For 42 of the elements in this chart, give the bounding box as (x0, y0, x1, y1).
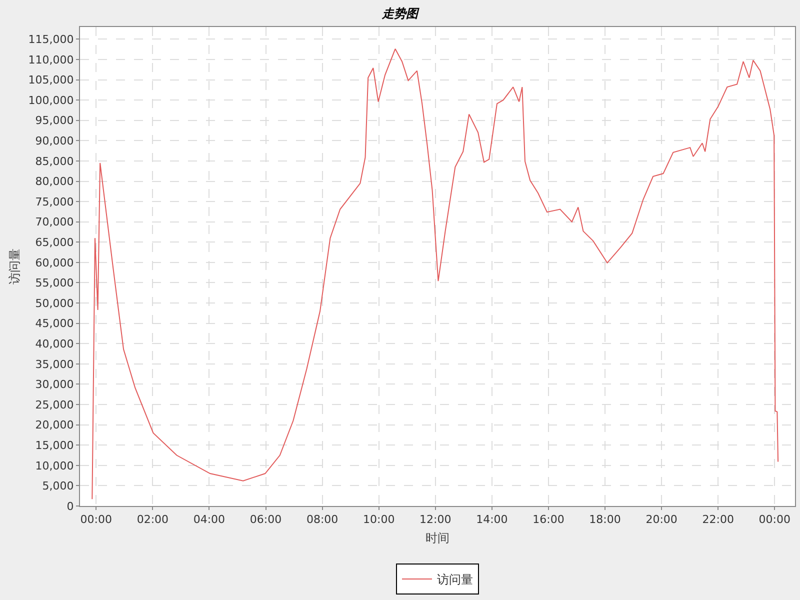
line-series (92, 48, 779, 500)
y-tick-label: 60,000 (35, 256, 74, 270)
y-tick-label: 70,000 (35, 216, 74, 229)
y-tick-label: 0 (66, 500, 74, 513)
y-tick-label: 65,000 (35, 236, 74, 249)
x-tick-label: 10:00 (362, 513, 395, 526)
x-tick-label: 06:00 (250, 513, 282, 526)
y-tick-label: 80,000 (35, 175, 74, 188)
x-tick-label: 18:00 (589, 513, 621, 526)
x-tick-label: 20:00 (646, 513, 678, 526)
y-tick-label: 15,000 (35, 438, 74, 452)
y-tick-label: 110,000 (28, 53, 74, 66)
x-tick-label: 00:00 (758, 513, 790, 526)
y-tick-label: 30,000 (35, 378, 74, 392)
y-tick-label: 5,000 (42, 480, 74, 493)
y-tick-label: 75,000 (35, 195, 74, 208)
y-tick-label: 25,000 (35, 398, 74, 412)
x-axis-title: 时间 (426, 531, 450, 546)
x-tick-label: 22:00 (702, 513, 734, 526)
y-tick-label: 10,000 (35, 459, 74, 472)
x-tick-label: 00:00 (80, 513, 112, 526)
y-tick-label: 95,000 (35, 114, 74, 128)
y-tick-label: 115,000 (28, 33, 74, 46)
y-tick-label: 50,000 (35, 296, 74, 310)
x-tick-label: 08:00 (306, 513, 338, 526)
chart-title: 走势图 (381, 6, 420, 20)
legend-label: 访问量 (437, 572, 473, 587)
y-tick-label: 40,000 (35, 337, 74, 350)
y-tick-label: 100,000 (28, 94, 74, 107)
x-tick-label: 04:00 (193, 513, 226, 526)
y-tick-label: 105,000 (28, 74, 74, 87)
y-tick-label: 35,000 (35, 358, 74, 371)
y-tick-label: 85,000 (35, 154, 74, 168)
y-axis-title: 访问量 (8, 248, 22, 284)
x-tick-label: 12:00 (420, 513, 452, 526)
y-tick-label: 20,000 (35, 418, 74, 432)
x-tick-label: 14:00 (476, 513, 508, 526)
x-tick-label: 16:00 (532, 513, 564, 526)
y-tick-label: 90,000 (35, 134, 74, 148)
y-tick-label: 55,000 (35, 276, 74, 290)
y-tick-label: 45,000 (35, 317, 74, 330)
x-tick-label: 02:00 (136, 513, 169, 526)
